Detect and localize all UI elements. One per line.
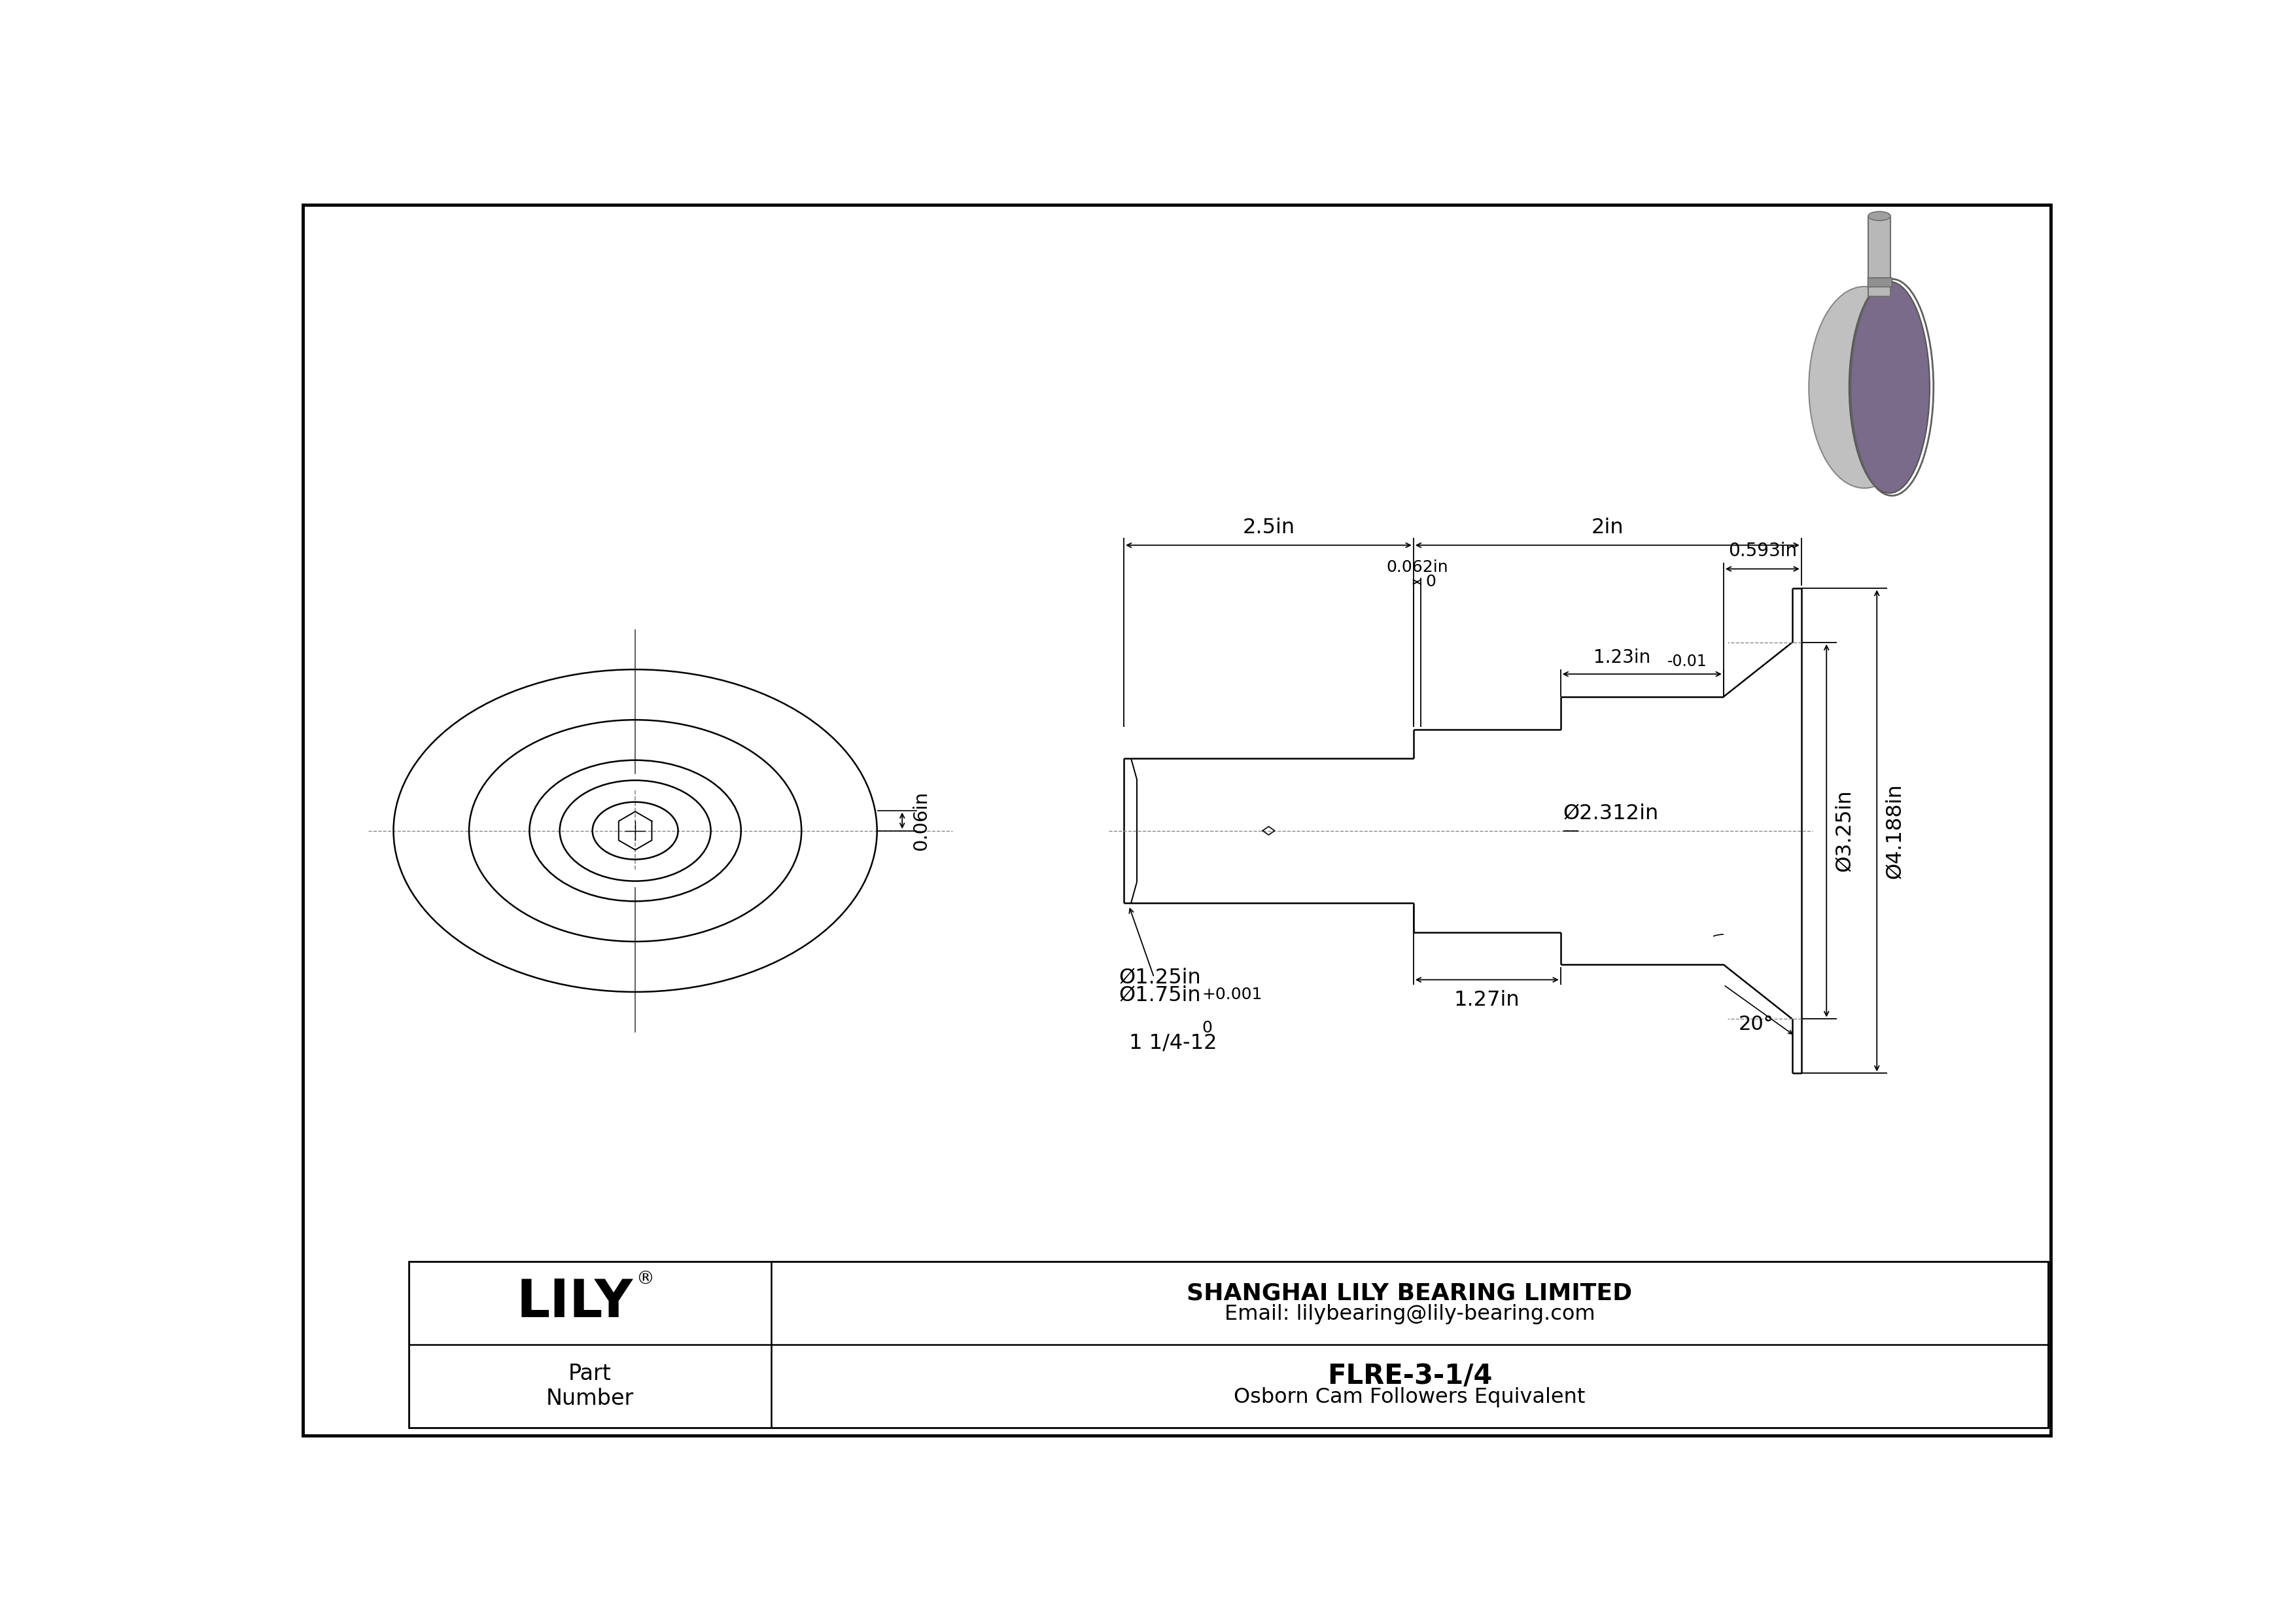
- Ellipse shape: [1809, 286, 1919, 489]
- Bar: [409, 1262, 2048, 1427]
- Text: ®: ®: [636, 1270, 654, 1288]
- Text: 1 1/4-12: 1 1/4-12: [1130, 1033, 1217, 1052]
- Text: +0.001: +0.001: [1201, 987, 1263, 1002]
- Text: FLRE-3-1/4: FLRE-3-1/4: [1327, 1363, 1492, 1390]
- Text: Ø4.188in: Ø4.188in: [1885, 783, 1906, 879]
- Text: Part
Number: Part Number: [546, 1363, 634, 1410]
- Ellipse shape: [1869, 211, 1890, 221]
- Text: 2.5in: 2.5in: [1242, 518, 1295, 538]
- Text: 20°: 20°: [1738, 1015, 1775, 1034]
- Text: 0.06in: 0.06in: [912, 791, 930, 851]
- Text: 0: 0: [1426, 575, 1435, 590]
- Text: 0.593in: 0.593in: [1729, 542, 1798, 560]
- Text: Ø3.25in: Ø3.25in: [1835, 789, 1855, 872]
- Text: Email: lilybearing@lily-bearing.com: Email: lilybearing@lily-bearing.com: [1224, 1304, 1596, 1324]
- Text: -0.01: -0.01: [1667, 653, 1706, 669]
- Bar: [1867, 278, 1892, 286]
- Text: Ø2.312in: Ø2.312in: [1564, 802, 1658, 823]
- Text: 1.27in: 1.27in: [1453, 991, 1520, 1010]
- Text: 1.23in: 1.23in: [1593, 648, 1651, 667]
- Text: Osborn Cam Followers Equivalent: Osborn Cam Followers Equivalent: [1233, 1387, 1587, 1408]
- Text: 2in: 2in: [1591, 518, 1623, 538]
- Text: Ø1.75in: Ø1.75in: [1118, 984, 1201, 1005]
- Text: 0: 0: [1201, 1020, 1212, 1036]
- Bar: [1869, 216, 1890, 297]
- Text: LILY: LILY: [517, 1278, 634, 1328]
- Ellipse shape: [1848, 281, 1929, 494]
- Text: 0.062in: 0.062in: [1387, 560, 1449, 575]
- Text: Ø1.25in: Ø1.25in: [1118, 968, 1201, 987]
- Text: SHANGHAI LILY BEARING LIMITED: SHANGHAI LILY BEARING LIMITED: [1187, 1281, 1632, 1304]
